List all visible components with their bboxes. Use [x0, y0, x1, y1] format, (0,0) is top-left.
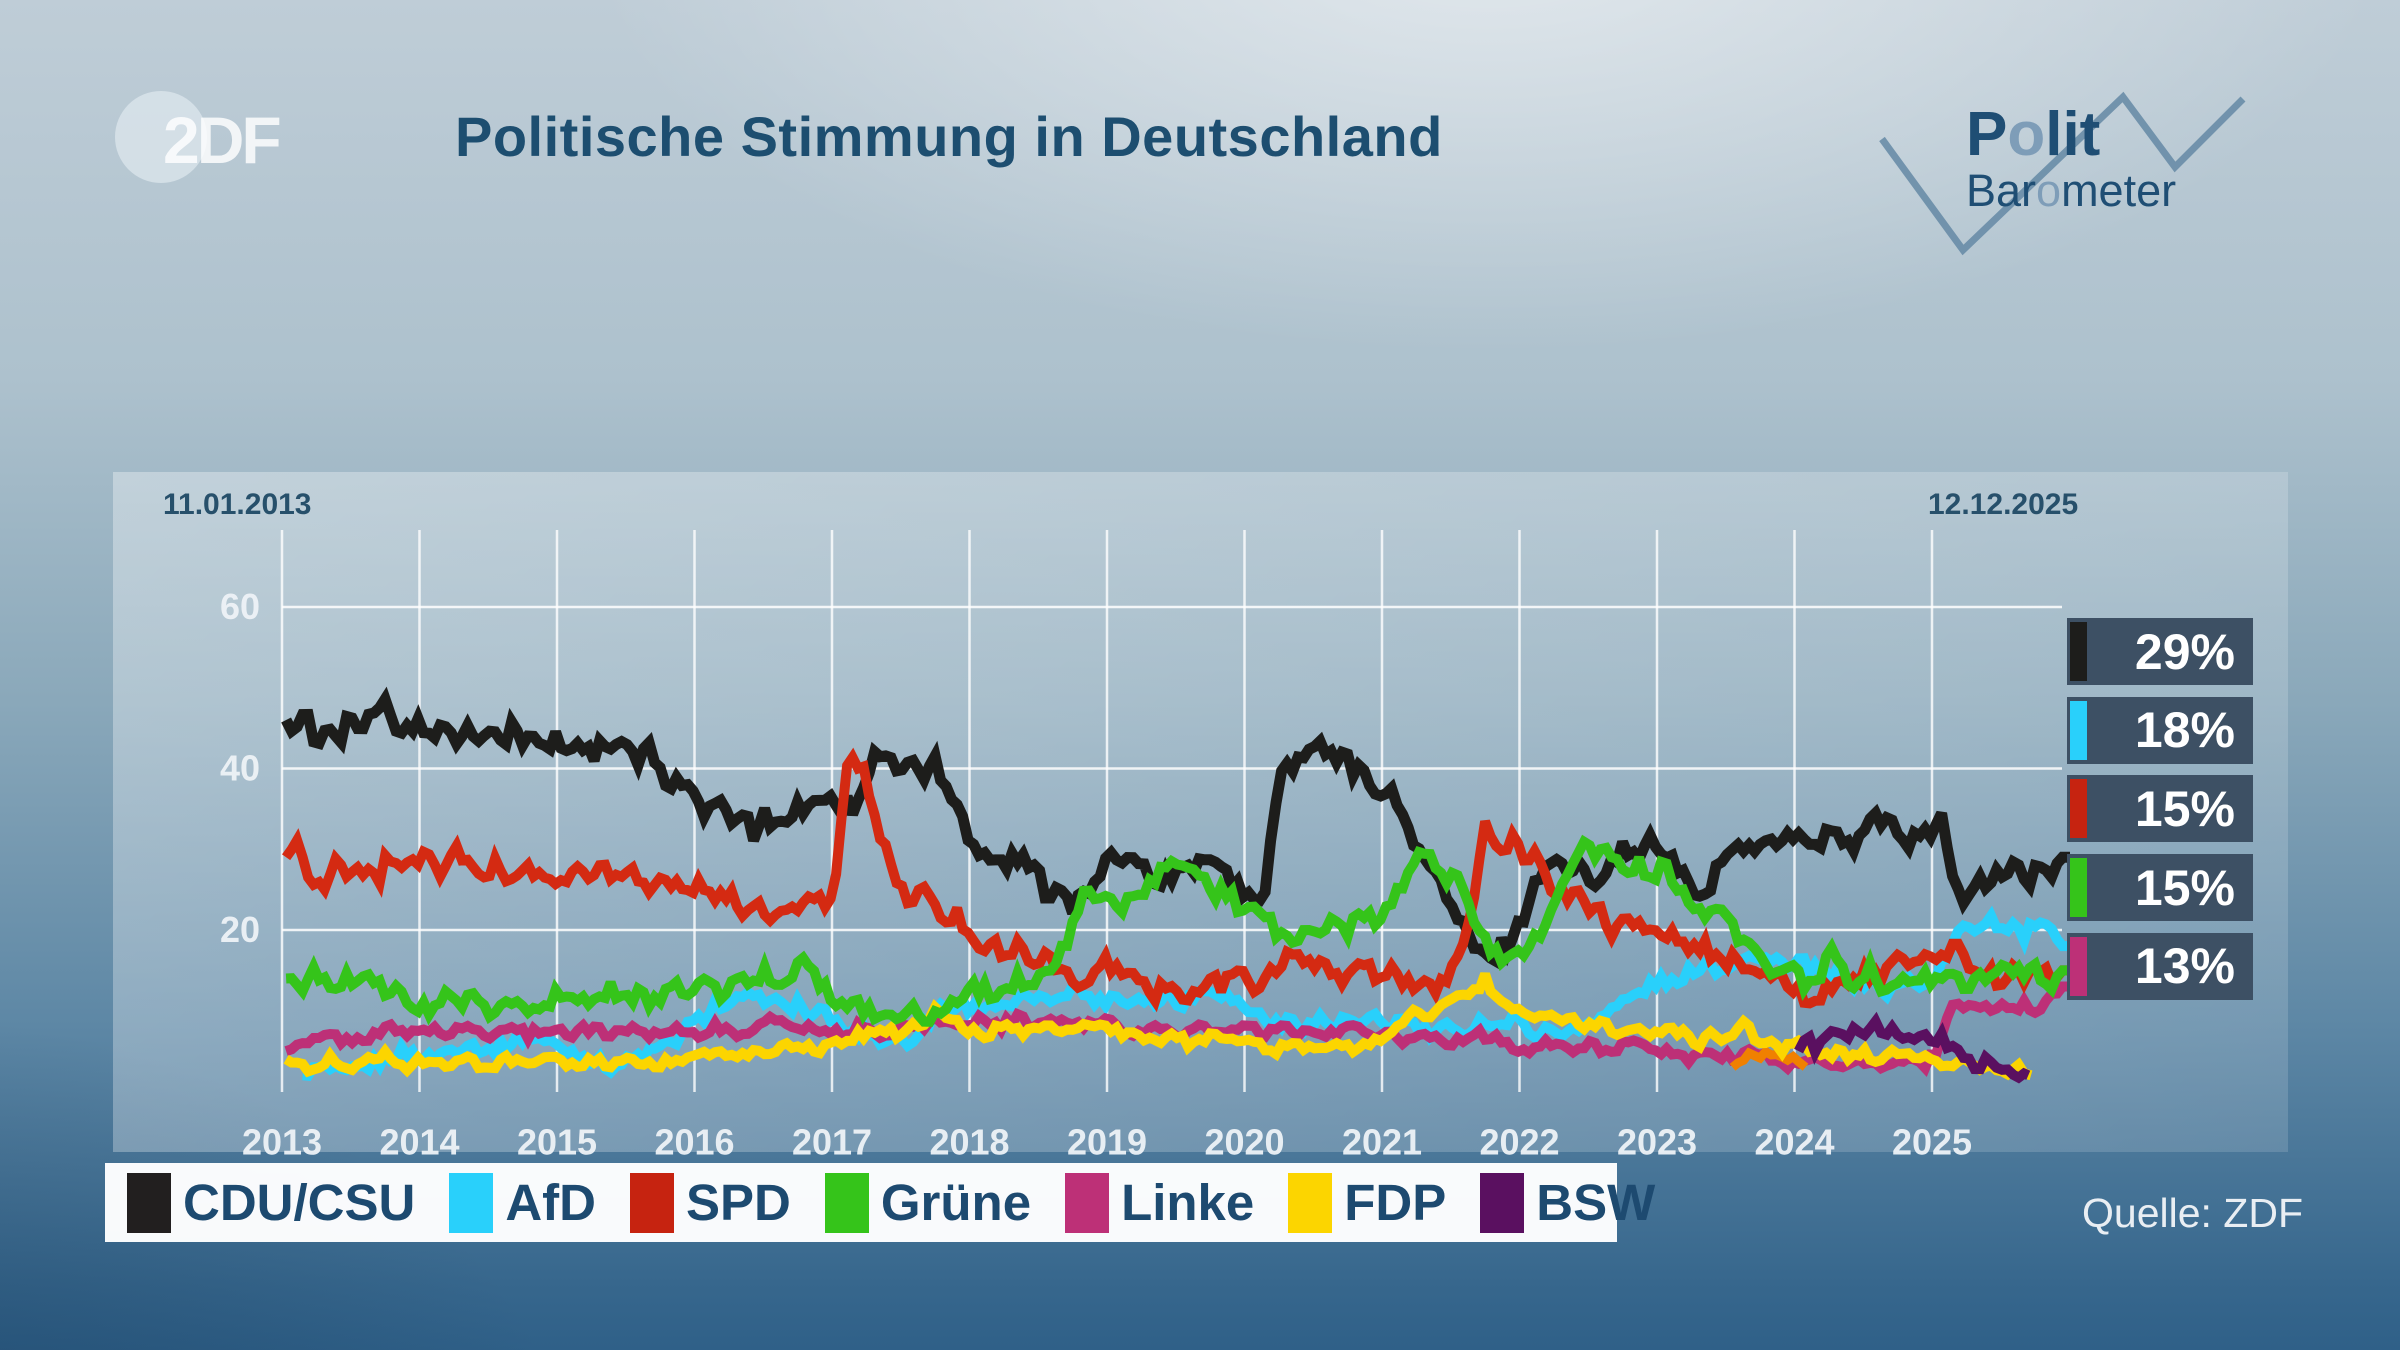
y-tick-label: 20 — [220, 909, 260, 950]
x-tick-label: 2016 — [654, 1121, 734, 1162]
politbarometer-zigzag-icon — [1879, 91, 2246, 256]
legend-label: AfD — [505, 1174, 596, 1231]
legend-item-BSW: BSW — [1480, 1172, 1656, 1233]
badge-percent-label: 29% — [2134, 623, 2235, 680]
badge-color-chip — [2070, 858, 2087, 918]
legend-label: CDU/CSU — [183, 1174, 416, 1231]
series-line-FDP — [283, 972, 2033, 1081]
legend-label: SPD — [686, 1174, 791, 1231]
legend-item-Linke: Linke — [1065, 1172, 1255, 1233]
value-badge-Grüne: 15% — [2067, 854, 2253, 922]
legend-label: BSW — [1536, 1174, 1656, 1231]
badge-percent-label: 13% — [2134, 938, 2235, 995]
x-tick-label: 2025 — [1892, 1121, 1972, 1162]
politbarometer-word-polit: Polit — [1966, 100, 2101, 169]
legend-label: Linke — [1121, 1174, 1255, 1231]
party-legend: CDU/CSU AfD SPD Grüne Linke FDP BSW — [105, 1163, 1655, 1242]
badge-color-chip — [2070, 700, 2087, 760]
badge-color-chip — [2070, 622, 2087, 681]
x-tick-label: 2017 — [792, 1121, 872, 1162]
source-credit: Quelle: ZDF — [2082, 1190, 2303, 1236]
legend-item-CDU/CSU: CDU/CSU — [127, 1172, 416, 1233]
badge-percent-label: 15% — [2134, 859, 2235, 916]
x-tick-label: 2021 — [1342, 1121, 1422, 1162]
politbarometer-word-barometer: Barometer — [1966, 165, 2177, 216]
x-tick-label: 2024 — [1754, 1121, 1834, 1162]
value-badge-AfD: 18% — [2067, 696, 2253, 764]
series-line-BSW — [1794, 1011, 2031, 1084]
politbarometer-logo: Polit Barometer — [1966, 100, 2177, 216]
legend-item-FDP: FDP — [1288, 1172, 1447, 1233]
legend-label: FDP — [1344, 1174, 1447, 1231]
page-title: Politische Stimmung in Deutschland — [455, 105, 1443, 168]
chart-start-date: 11.01.2013 — [163, 488, 312, 521]
value-badge-Linke: 13% — [2067, 932, 2253, 1000]
x-tick-label: 2020 — [1204, 1121, 1284, 1162]
y-tick-label: 60 — [220, 586, 260, 627]
value-badge-SPD: 15% — [2067, 775, 2253, 843]
x-tick-label: 2015 — [517, 1121, 597, 1162]
x-tick-label: 2018 — [929, 1121, 1009, 1162]
y-tick-label: 40 — [220, 748, 260, 789]
badge-percent-label: 15% — [2134, 780, 2235, 837]
legend-item-SPD: SPD — [630, 1172, 791, 1233]
value-badge-CDU/CSU: 29% — [2067, 618, 2253, 685]
legend-item-Grüne: Grüne — [824, 1172, 1032, 1233]
chart-end-date: 12.12.2025 — [1928, 488, 2079, 521]
legend-swatch — [630, 1172, 674, 1233]
series-line-CDU/CSU — [281, 686, 2070, 970]
series-line-unlabeled-orange — [1729, 1045, 1809, 1071]
x-tick-label: 2014 — [379, 1121, 459, 1162]
x-tick-label: 2013 — [242, 1121, 322, 1162]
legend-item-AfD: AfD — [449, 1172, 596, 1233]
x-tick-label: 2022 — [1479, 1121, 1559, 1162]
series-line-Grüne — [285, 834, 2070, 1027]
legend-swatch — [127, 1172, 171, 1233]
badge-color-chip — [2070, 936, 2087, 996]
legend-swatch — [449, 1172, 494, 1233]
legend-swatch — [1480, 1172, 1525, 1233]
x-tick-label: 2019 — [1067, 1121, 1147, 1162]
zdf-logo — [115, 91, 207, 183]
legend-label: Grüne — [880, 1174, 1032, 1231]
badge-color-chip — [2070, 779, 2087, 839]
legend-swatch — [1065, 1172, 1110, 1233]
legend-swatch — [1288, 1172, 1333, 1233]
x-tick-label: 2023 — [1617, 1121, 1697, 1162]
badge-percent-label: 18% — [2134, 702, 2235, 759]
zdf-logo-text: 2DF — [163, 103, 282, 177]
legend-swatch — [824, 1172, 869, 1233]
